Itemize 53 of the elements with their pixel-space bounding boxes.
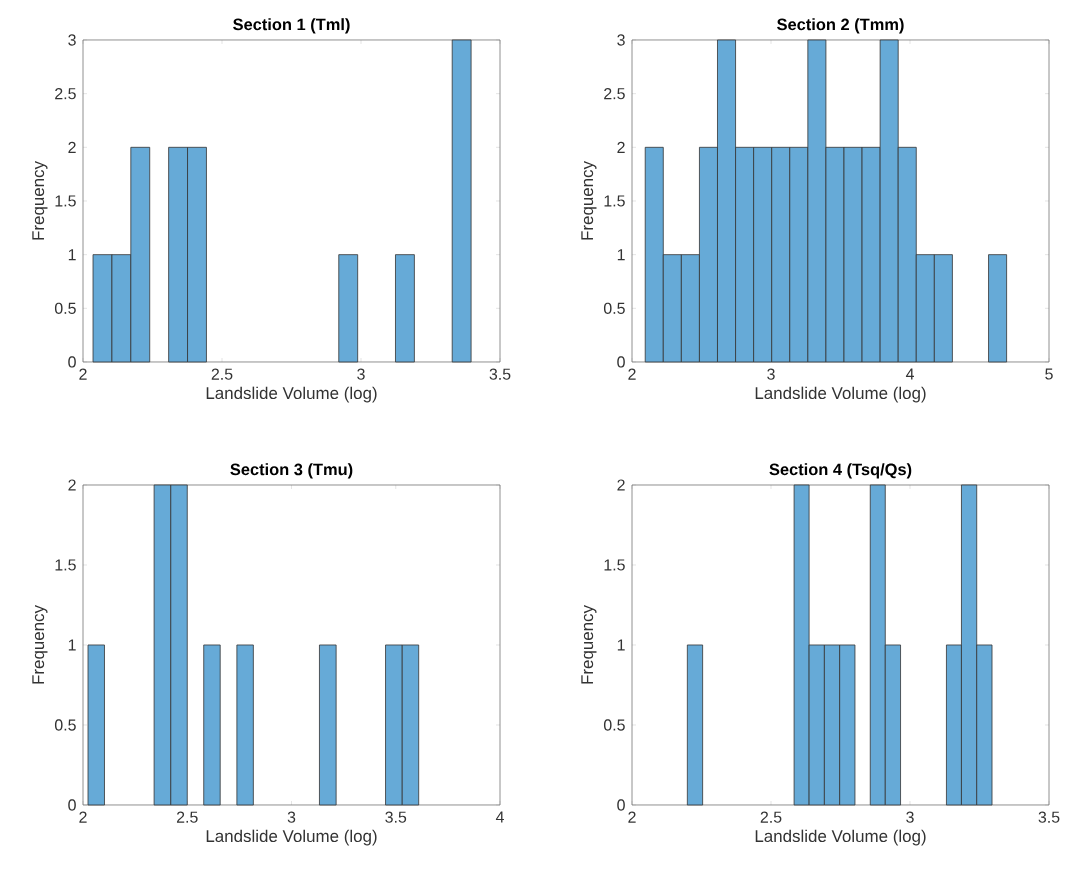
x-tick-label: 4 [495,811,504,823]
chart-title: Section 4 (Tsq/Qs) [769,463,912,479]
x-tick-label: 2.5 [760,811,782,823]
x-tick-label: 2 [628,811,636,823]
x-tick-label: 3.5 [385,811,407,823]
y-tick-label: 1 [68,249,76,261]
y-axis-title: Frequency [581,605,597,684]
y-tick-label: 1.5 [55,195,76,207]
x-tick-label: 3 [906,811,914,823]
x-tick-label: 3.5 [1038,811,1060,823]
x-tick-label: 2 [79,811,87,823]
y-tick-label: 2 [68,141,76,153]
x-tick-label: 2.5 [211,368,233,380]
x-axis-title: Landslide Volume (log) [206,829,377,846]
y-tick-label: 3 [68,34,76,46]
x-tick-label: 5 [1045,368,1053,380]
y-tick-label: 0.5 [603,302,625,314]
y-tick-label: 1.5 [604,559,625,571]
x-tick-label: 4 [905,368,914,380]
y-tick-label: 2 [68,479,76,491]
y-tick-label: 1 [617,639,625,651]
x-tick-label: 2.5 [176,811,198,823]
y-tick-label: 0.5 [54,719,76,731]
chart-title: Section 2 (Tmm) [777,18,904,34]
x-tick-label: 3 [287,811,296,823]
y-axis-title: Frequency [581,161,597,240]
y-tick-label: 0 [617,799,625,811]
y-tick-label: 2 [617,479,625,491]
y-tick-label: 1.5 [55,559,76,571]
y-tick-label: 0 [68,799,76,811]
y-tick-label: 0.5 [603,719,625,731]
y-tick-label: 0 [617,356,625,368]
x-tick-label: 3 [357,368,365,380]
x-axis-title: Landslide Volume (log) [206,386,377,403]
chart-title: Section 3 (Tmu) [230,463,353,479]
y-axis-title: Frequency [32,161,48,240]
y-tick-label: 3 [617,34,625,46]
y-tick-label: 2 [617,141,625,153]
y-axis-title: Frequency [32,605,48,684]
x-tick-label: 2 [79,368,87,380]
y-tick-label: 1 [68,639,76,651]
y-tick-label: 2.5 [55,88,76,100]
y-tick-label: 0 [68,356,76,368]
x-tick-label: 3.5 [489,368,511,380]
y-tick-label: 0.5 [54,302,76,314]
y-tick-label: 2.5 [604,88,625,100]
x-axis-title: Landslide Volume (log) [755,829,926,846]
y-tick-label: 1 [617,249,625,261]
x-tick-label: 3 [767,368,775,380]
y-tick-label: 1.5 [604,195,625,207]
x-axis-title: Landslide Volume (log) [755,386,926,403]
chart-title: Section 1 (Tml) [233,18,350,34]
x-tick-label: 2 [628,368,636,380]
